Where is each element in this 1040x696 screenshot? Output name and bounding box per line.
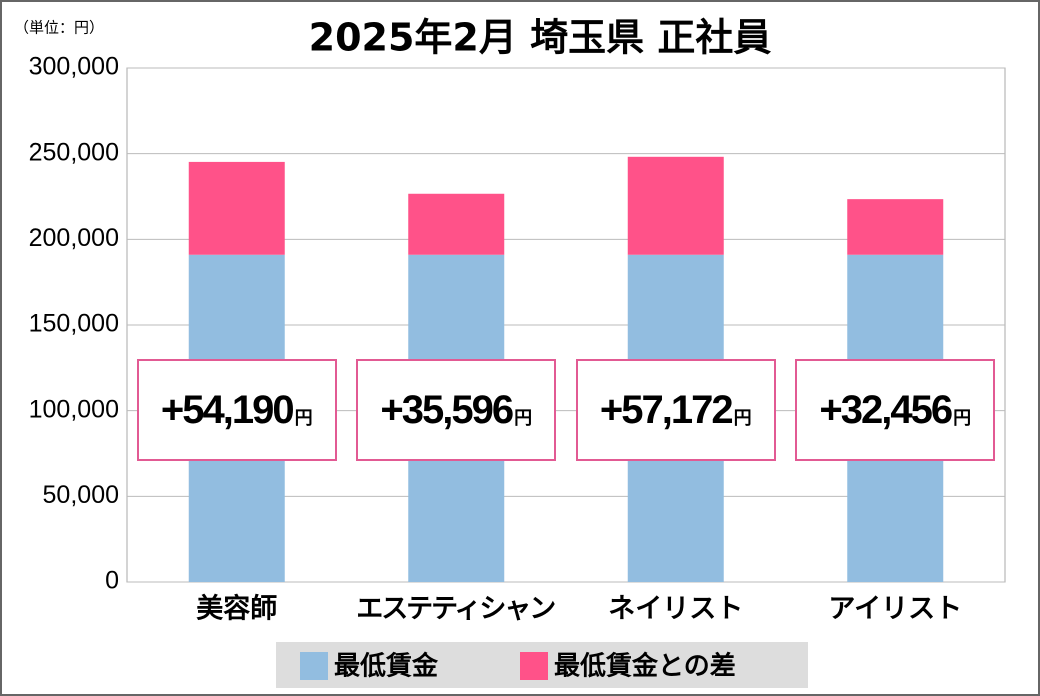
bar-segment <box>188 161 285 255</box>
value-label: +57,172 円 <box>575 359 776 461</box>
y-tick-label: 150,000 <box>29 310 119 338</box>
value-label: +54,190 円 <box>136 359 337 461</box>
x-tick-label: ネイリスト <box>608 594 743 625</box>
bar-segment <box>408 193 505 255</box>
y-tick-label: 250,000 <box>29 138 119 166</box>
legend-label: 最低賃金 <box>334 651 439 682</box>
y-tick-label: 50,000 <box>43 481 119 509</box>
bar-segment <box>627 156 724 255</box>
x-tick-label: 美容師 <box>196 593 277 625</box>
legend-swatch <box>520 652 548 680</box>
y-tick-label: 200,000 <box>29 224 119 252</box>
chart-title: 2025年2月 埼玉県 正社員 <box>309 16 772 60</box>
legend-label: 最低賃金との差 <box>554 651 736 682</box>
value-label: +32,456 円 <box>795 359 996 461</box>
y-tick-label: 300,000 <box>29 53 119 81</box>
unit-label: （単位：円） <box>14 19 104 37</box>
value-label: +35,596 円 <box>356 359 557 461</box>
y-tick-label: 100,000 <box>29 395 119 423</box>
bar-segment <box>847 199 944 255</box>
legend-swatch <box>300 652 328 680</box>
x-tick-label: エステティシャン <box>356 594 556 625</box>
y-tick-label: 0 <box>105 567 119 595</box>
x-tick-label: アイリスト <box>828 594 962 625</box>
